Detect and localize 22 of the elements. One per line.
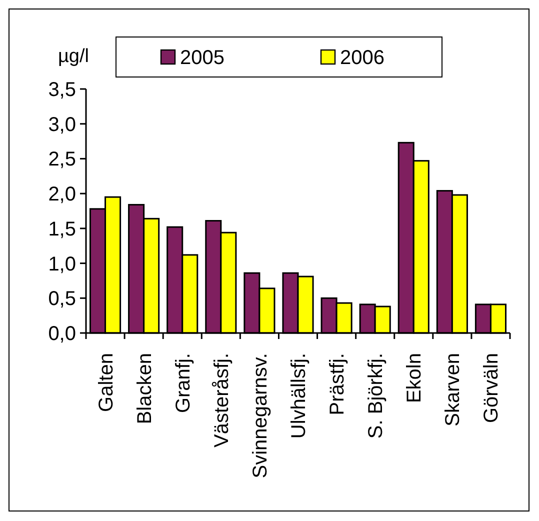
y-tick-label: 3,5 [48, 79, 76, 101]
y-tick-label: 0,0 [48, 323, 76, 345]
x-tick-label: Ulvhällsfj. [288, 353, 310, 439]
x-tick-label: Västeråsfj. [210, 353, 233, 448]
x-tick-label: Skarven [442, 353, 464, 426]
legend-label: 2006 [340, 47, 384, 69]
x-tick-label: Ekoln [404, 353, 426, 404]
y-axis-title: µg/l [58, 46, 89, 67]
y-tick-label: 1,5 [48, 218, 76, 240]
y-tick-label: 0,5 [48, 288, 76, 310]
x-tick-label: S. Björkfj. [365, 353, 388, 439]
y-tick-label: 2,0 [48, 184, 76, 206]
x-tick-label: Svinnegarnsv. [249, 353, 272, 478]
y-tick-label: 2,5 [48, 148, 76, 171]
y-tick-label: 1,0 [48, 253, 76, 276]
x-tick-label: Prästfj. [326, 353, 349, 416]
x-tick-label: Galten [95, 353, 118, 412]
y-tick-label: 3,0 [48, 114, 76, 136]
x-tick-label: Granfj. [172, 353, 194, 414]
x-tick-label: Görväln [480, 353, 503, 424]
legend-label: 2005 [180, 47, 224, 69]
x-tick-label: Blacken [134, 353, 156, 424]
